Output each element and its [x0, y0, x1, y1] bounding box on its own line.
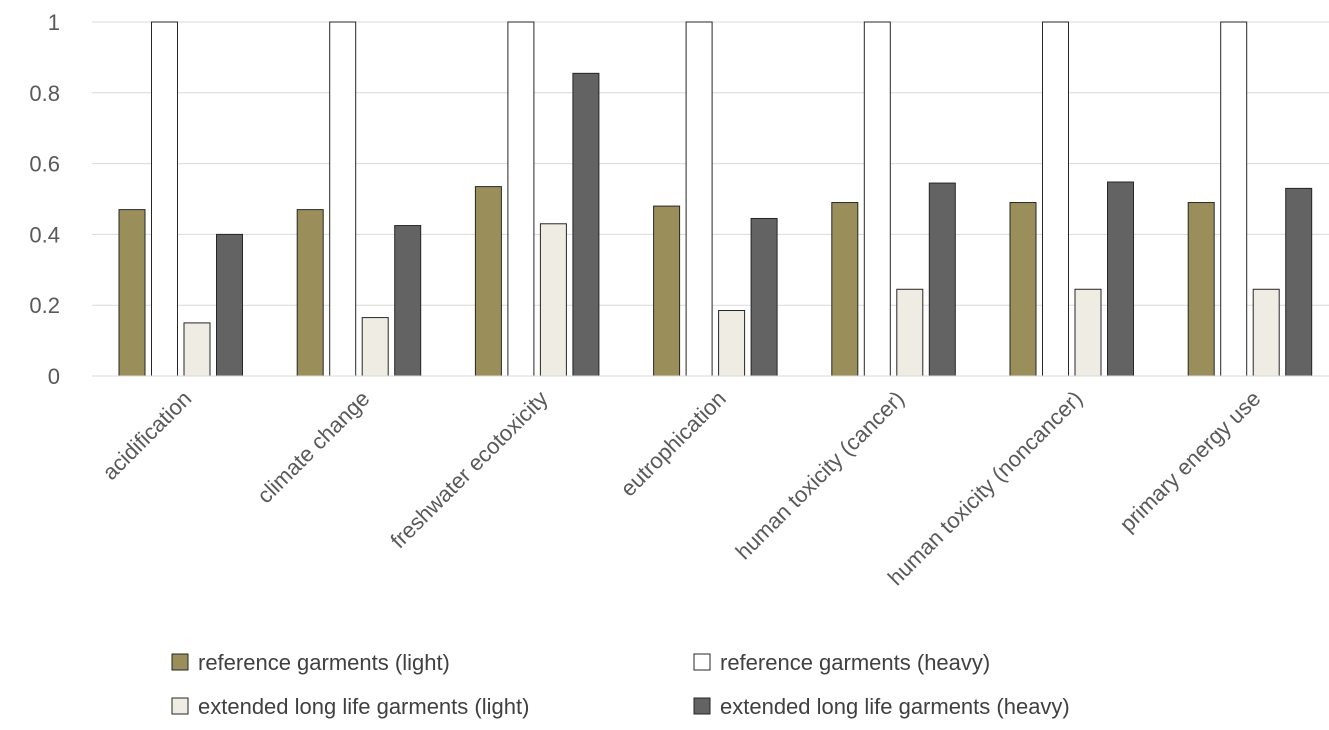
y-tick-label: 1	[48, 10, 60, 35]
bar	[1187, 202, 1215, 377]
legend-label: extended long life garments (heavy)	[720, 694, 1070, 719]
legend-swatch	[171, 653, 189, 671]
category-label: human toxicity (noncancer)	[883, 386, 1087, 590]
legend-label: reference garments (light)	[198, 650, 450, 675]
bar	[831, 202, 859, 377]
category-label: eutrophication	[615, 386, 730, 501]
category-label: freshwater ecotoxicity	[385, 386, 552, 553]
bar	[572, 72, 600, 377]
y-tick-label: 0	[48, 364, 60, 389]
bar	[329, 21, 357, 377]
bar	[653, 205, 681, 377]
y-tick-label: 0.4	[29, 222, 60, 247]
bar	[394, 225, 422, 377]
bar	[750, 217, 778, 377]
legend: reference garments (light) reference garm…	[171, 650, 1070, 719]
bar	[1074, 288, 1102, 377]
y-tick-label: 0.2	[29, 293, 60, 318]
bar	[183, 322, 211, 377]
bar	[539, 223, 567, 377]
category-labels: acidification climate change freshwater ec…	[97, 386, 1265, 590]
bar	[896, 288, 924, 377]
bar	[1042, 21, 1069, 377]
bar	[1285, 187, 1313, 377]
category-label: human toxicity (cancer)	[731, 386, 909, 564]
legend-label: extended long life garments (light)	[198, 694, 529, 719]
bar	[685, 21, 713, 377]
bar	[118, 209, 146, 377]
bar	[1107, 181, 1134, 377]
category-label: climate change	[252, 386, 374, 508]
bar	[1009, 202, 1037, 377]
bar	[928, 182, 956, 377]
bar	[296, 209, 324, 377]
bar	[151, 21, 178, 377]
legend-swatch	[171, 697, 189, 715]
y-tick-label: 0.6	[29, 152, 60, 177]
bar	[718, 310, 746, 377]
category-label: acidification	[97, 386, 196, 485]
bars	[118, 21, 1313, 377]
y-tick-label: 0.8	[29, 81, 60, 106]
legend-swatch	[693, 653, 711, 671]
y-axis-ticks: 0 0.2 0.4 0.6 0.8 1	[29, 10, 60, 389]
category-label: primary energy use	[1115, 386, 1266, 537]
bar	[1220, 21, 1248, 377]
bar	[863, 21, 891, 377]
bar	[361, 317, 389, 377]
bar	[507, 21, 535, 377]
legend-label: reference garments (heavy)	[720, 650, 990, 675]
bar	[474, 186, 502, 377]
bar	[1252, 288, 1280, 377]
bar	[216, 233, 243, 377]
legend-swatch	[693, 697, 711, 715]
